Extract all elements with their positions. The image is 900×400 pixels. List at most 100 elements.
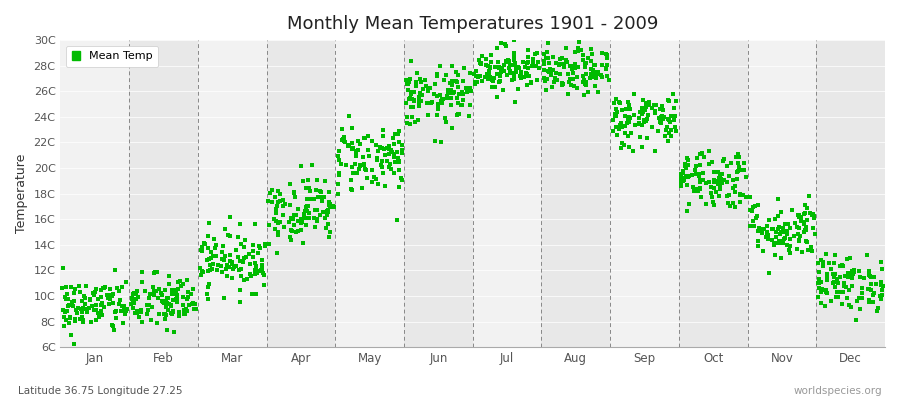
Mean Temp [864, 286, 878, 293]
Mean Temp [172, 313, 186, 320]
Mean Temp [135, 279, 149, 285]
Mean Temp [774, 209, 788, 215]
Mean Temp [104, 292, 119, 299]
Mean Temp [774, 238, 788, 244]
Mean Temp [497, 62, 511, 68]
Mean Temp [224, 259, 238, 266]
Mean Temp [337, 137, 351, 144]
Mean Temp [430, 105, 445, 111]
Mean Temp [113, 297, 128, 304]
Mean Temp [88, 317, 103, 323]
Mean Temp [380, 158, 394, 164]
Mean Temp [862, 268, 877, 274]
Mean Temp [105, 300, 120, 306]
Mean Temp [444, 102, 458, 108]
Mean Temp [57, 264, 71, 271]
Mean Temp [176, 302, 190, 308]
Mean Temp [176, 311, 191, 317]
Mean Temp [639, 116, 653, 122]
Mean Temp [615, 107, 629, 113]
Mean Temp [67, 290, 81, 296]
Mean Temp [110, 285, 124, 292]
Mean Temp [623, 106, 637, 112]
Mean Temp [411, 98, 426, 105]
Mean Temp [768, 252, 782, 258]
Mean Temp [195, 269, 210, 275]
Mean Temp [394, 142, 409, 148]
Mean Temp [503, 62, 517, 68]
Mean Temp [669, 128, 683, 134]
Mean Temp [787, 232, 801, 239]
Mean Temp [79, 283, 94, 290]
Mean Temp [430, 112, 445, 118]
Mean Temp [869, 308, 884, 314]
Mean Temp [556, 81, 571, 87]
Mean Temp [615, 145, 629, 151]
Mean Temp [514, 70, 528, 76]
Mean Temp [380, 145, 394, 151]
Mean Temp [271, 198, 285, 205]
Mean Temp [755, 226, 770, 232]
Mean Temp [382, 161, 397, 168]
Mean Temp [127, 299, 141, 306]
Mean Temp [364, 179, 379, 185]
Bar [472, 40, 542, 347]
Mean Temp [511, 64, 526, 70]
Mean Temp [581, 55, 596, 62]
Mean Temp [411, 103, 426, 109]
Mean Temp [393, 175, 408, 181]
Mean Temp [207, 236, 221, 242]
Mean Temp [680, 174, 695, 180]
Mean Temp [654, 120, 669, 126]
Mean Temp [706, 199, 720, 206]
Mean Temp [512, 65, 526, 71]
Bar [748, 40, 816, 347]
Mean Temp [475, 78, 490, 84]
Mean Temp [256, 269, 270, 276]
Mean Temp [862, 299, 877, 305]
Mean Temp [857, 275, 871, 282]
Mean Temp [75, 298, 89, 305]
Mean Temp [633, 109, 647, 116]
Mean Temp [866, 299, 880, 306]
Mean Temp [155, 298, 169, 304]
Mean Temp [362, 153, 376, 160]
Mean Temp [594, 72, 608, 78]
Mean Temp [559, 57, 573, 64]
Mean Temp [357, 161, 372, 168]
Mean Temp [567, 83, 581, 89]
Mean Temp [130, 288, 144, 294]
Mean Temp [563, 82, 578, 88]
Mean Temp [682, 201, 697, 207]
Mean Temp [400, 113, 415, 120]
Mean Temp [722, 172, 736, 179]
Mean Temp [187, 306, 202, 313]
Mean Temp [779, 228, 794, 235]
Mean Temp [287, 212, 302, 218]
Mean Temp [130, 310, 144, 316]
Mean Temp [268, 226, 283, 232]
Mean Temp [273, 198, 287, 204]
Mean Temp [284, 228, 299, 235]
Mean Temp [492, 64, 507, 70]
Mean Temp [811, 260, 825, 266]
Mean Temp [271, 188, 285, 194]
Mean Temp [742, 194, 757, 200]
Mean Temp [446, 90, 460, 96]
Mean Temp [388, 159, 402, 165]
Mean Temp [184, 290, 198, 297]
Mean Temp [157, 300, 171, 306]
Mean Temp [62, 315, 77, 322]
Legend: Mean Temp: Mean Temp [66, 46, 158, 67]
Mean Temp [537, 61, 552, 68]
Mean Temp [217, 256, 231, 263]
Mean Temp [506, 62, 520, 68]
Mean Temp [743, 223, 758, 230]
Mean Temp [662, 119, 677, 125]
Mean Temp [296, 240, 310, 247]
Mean Temp [861, 286, 876, 292]
Mean Temp [776, 225, 790, 232]
Mean Temp [852, 274, 867, 281]
Mean Temp [392, 138, 406, 145]
Mean Temp [847, 269, 861, 275]
